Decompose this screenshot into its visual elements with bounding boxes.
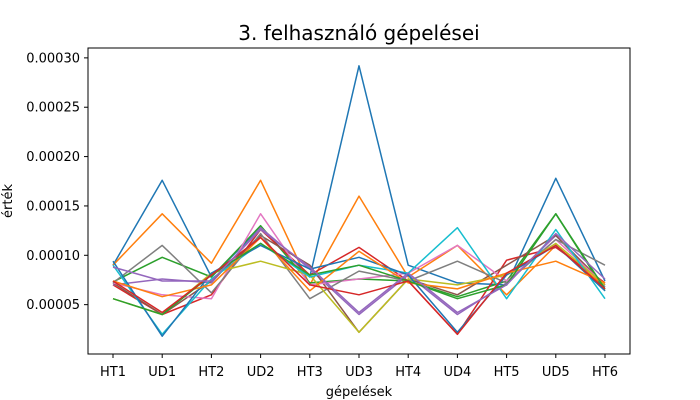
y-tick-label: 0.00020 bbox=[26, 150, 80, 165]
x-tick-label: UD4 bbox=[444, 365, 472, 380]
series-line-4 bbox=[112, 228, 606, 336]
x-tick-label: UD3 bbox=[345, 365, 373, 380]
y-tick-label: 0.00030 bbox=[26, 51, 80, 66]
x-tick-label: HT4 bbox=[395, 365, 421, 380]
series-line-11 bbox=[112, 244, 606, 337]
y-tick-label: 0.00025 bbox=[26, 101, 80, 116]
x-tick-label: HT6 bbox=[592, 365, 618, 380]
x-tick-label: HT1 bbox=[100, 365, 126, 380]
series-line-7 bbox=[112, 213, 606, 300]
x-tick-label: HT3 bbox=[297, 365, 323, 380]
x-tick-label: HT5 bbox=[494, 365, 520, 380]
x-tick-label: UD2 bbox=[247, 365, 275, 380]
series-line-8 bbox=[112, 232, 606, 300]
y-tick-label: 0.00005 bbox=[26, 298, 80, 313]
series-line-14 bbox=[112, 236, 606, 336]
chart-title: 3. felhasználó gépelései bbox=[238, 21, 479, 45]
x-tick-label: UD1 bbox=[148, 365, 176, 380]
x-axis: HT1 UD1 HT2 UD2 HT3 UD3 HT4 UD4 HT5 UD5 HT6 bbox=[100, 354, 618, 380]
y-axis-title: érték bbox=[1, 184, 16, 218]
series-line-3 bbox=[112, 213, 606, 298]
y-axis: 0.00005 0.00010 0.00015 0.00020 0.00025 0.000… bbox=[26, 51, 88, 313]
y-tick-label: 0.00010 bbox=[26, 249, 80, 264]
x-tick-label: HT2 bbox=[198, 365, 224, 380]
series-line-1 bbox=[112, 65, 606, 286]
series-line-2 bbox=[112, 179, 606, 296]
x-axis-title: gépelések bbox=[326, 385, 393, 400]
series-line-15 bbox=[112, 228, 606, 314]
y-tick-label: 0.00015 bbox=[26, 199, 80, 214]
x-tick-label: UD5 bbox=[542, 365, 570, 380]
plot-area bbox=[112, 65, 606, 337]
